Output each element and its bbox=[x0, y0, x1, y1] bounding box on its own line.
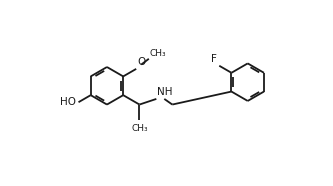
Text: CH₃: CH₃ bbox=[150, 49, 166, 58]
Text: F: F bbox=[211, 54, 217, 64]
Text: HO: HO bbox=[60, 97, 76, 107]
Text: CH₃: CH₃ bbox=[131, 124, 148, 133]
Text: NH: NH bbox=[157, 87, 172, 97]
Text: O: O bbox=[137, 57, 145, 67]
